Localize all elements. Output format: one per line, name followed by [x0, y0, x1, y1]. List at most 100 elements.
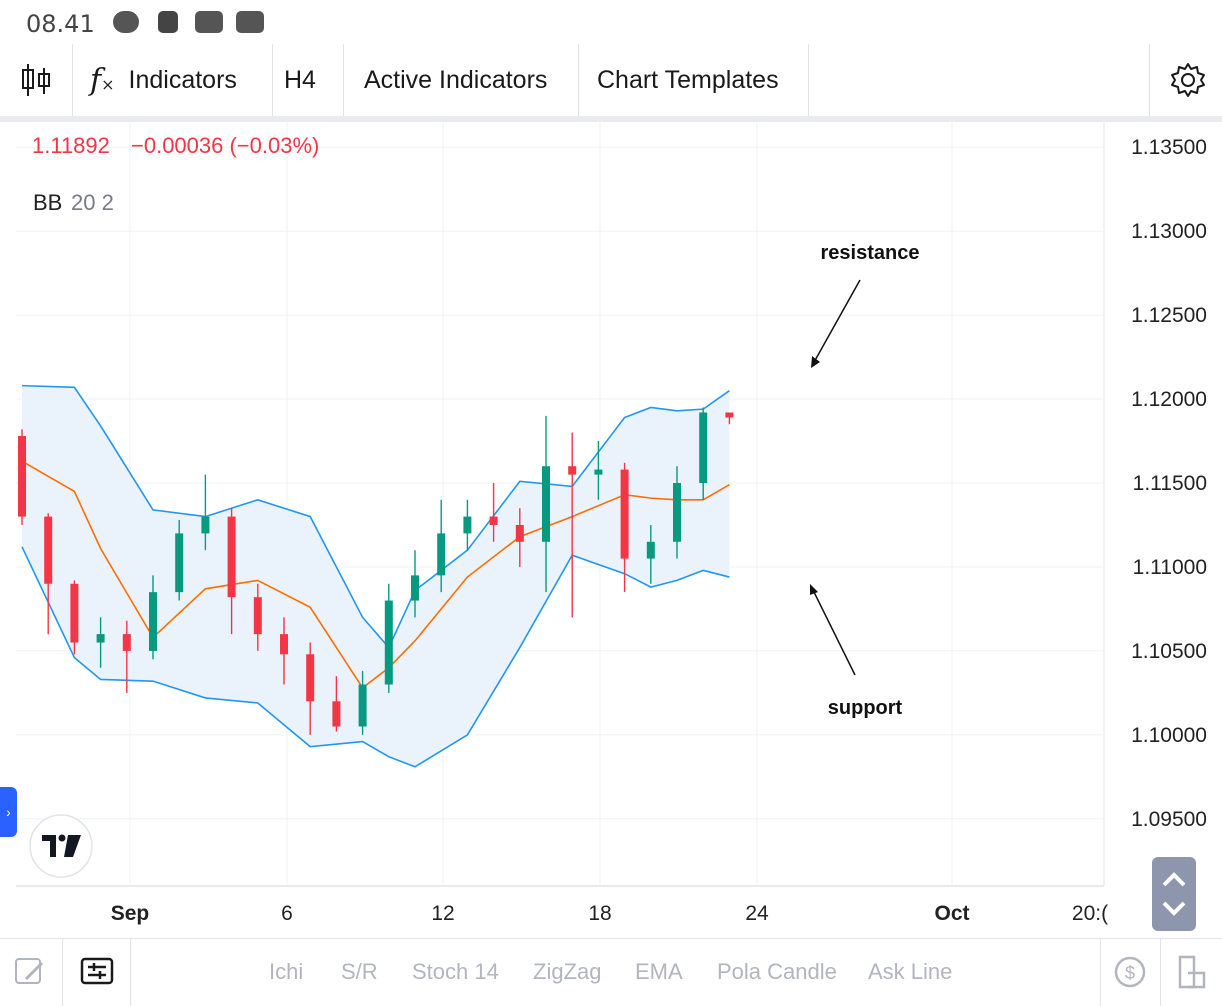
layout-icon[interactable]: [80, 955, 114, 989]
y-tick-label: 1.11000: [1133, 556, 1207, 579]
candle[interactable]: [44, 513, 53, 635]
indicators-button[interactable]: f× Indicators: [90, 44, 237, 116]
candle-body: [489, 516, 498, 525]
legend-indicator-params: 20 2: [71, 190, 114, 215]
resistance-arrowhead: [811, 356, 820, 368]
candle[interactable]: [411, 550, 419, 618]
candlestick-icon[interactable]: [18, 44, 54, 116]
candle[interactable]: [122, 620, 131, 693]
quick-indicator-pola-candle[interactable]: Pola Candle: [717, 959, 837, 984]
candle[interactable]: [18, 429, 26, 525]
resistance-label: resistance: [821, 242, 920, 264]
candle-body: [463, 516, 472, 534]
candle[interactable]: [620, 462, 629, 593]
active-indicators-button[interactable]: Active Indicators: [364, 65, 548, 94]
timeframe-button[interactable]: H4: [284, 65, 316, 94]
price-chart[interactable]: 1.13500 1.13000 1.12500 1.12000 1.11500 1.110…: [0, 122, 1222, 938]
chart-legend: 1.11892 −0.00036 (−0.03%) BB 20 2: [32, 133, 319, 215]
candle[interactable]: [358, 671, 367, 735]
candle[interactable]: [227, 508, 236, 635]
indicators-label: Indicators: [128, 65, 237, 94]
candle[interactable]: [489, 483, 498, 542]
candle[interactable]: [96, 617, 105, 668]
drawing-panel-toggle[interactable]: ›: [0, 787, 17, 837]
x-tick-label: Oct: [934, 902, 969, 925]
bb-basis-line: [21, 460, 730, 690]
candle[interactable]: [542, 415, 550, 593]
candle-body: [699, 412, 708, 484]
candle-body: [227, 516, 236, 598]
candle-body: [280, 634, 288, 655]
candle-body: [568, 466, 577, 475]
quick-indicator-zigzag[interactable]: ZigZag: [533, 959, 602, 984]
candle-body: [437, 533, 446, 576]
chevron-right-icon: ›: [6, 804, 11, 820]
candle[interactable]: [306, 642, 315, 735]
quick-indicator-ichi[interactable]: Ichi: [269, 959, 304, 984]
y-tick-label: 1.11500: [1133, 472, 1207, 495]
candle-body: [620, 469, 629, 559]
quick-indicator-stoch[interactable]: Stoch 14: [412, 959, 499, 984]
y-tick-label: 1.10000: [1131, 724, 1207, 747]
x-tick-label: 12: [431, 902, 454, 925]
candle-body: [594, 469, 603, 475]
sync-icon: [113, 11, 139, 33]
y-tick-label: 1.13000: [1131, 220, 1207, 243]
x-tick-label: 6: [281, 902, 293, 925]
bookmark-icon[interactable]: [1174, 953, 1210, 991]
x-tick-label: 18: [588, 902, 611, 925]
candle[interactable]: [332, 676, 341, 732]
candle[interactable]: [673, 466, 681, 559]
tradingview-logo[interactable]: [29, 814, 93, 878]
bottom-bar: Ichi S/R Stoch 14 ZigZag EMA Pola Candle…: [0, 938, 1222, 1006]
candle[interactable]: [175, 519, 184, 601]
candle-body: [725, 412, 734, 418]
candle[interactable]: [437, 499, 446, 593]
candle[interactable]: [149, 575, 157, 660]
chart-templates-button[interactable]: Chart Templates: [597, 65, 779, 94]
x-tick-label: Sep: [111, 902, 150, 925]
candle-body: [673, 483, 681, 542]
candle[interactable]: [201, 474, 210, 551]
bb-upper-line: [21, 384, 730, 650]
candle[interactable]: [568, 432, 577, 618]
candle[interactable]: [725, 412, 734, 425]
quick-indicator-ask-line[interactable]: Ask Line: [868, 959, 953, 984]
candle-body: [18, 435, 26, 517]
support-arrowhead: [810, 584, 818, 595]
scroll-toggle-button[interactable]: [1152, 857, 1196, 931]
candle[interactable]: [463, 499, 472, 551]
candle[interactable]: [70, 580, 79, 655]
candle-body: [201, 516, 210, 534]
candle[interactable]: [384, 583, 393, 693]
candle-body: [96, 634, 105, 643]
support-label: support: [828, 697, 903, 719]
candle[interactable]: [280, 617, 288, 685]
candle[interactable]: [253, 583, 262, 651]
candle-body: [358, 684, 367, 727]
candle[interactable]: [646, 524, 655, 584]
function-icon: f×: [90, 62, 115, 98]
refresh-currency-icon[interactable]: $: [1111, 953, 1149, 991]
toolbar-divider: [0, 116, 1222, 122]
resistance-arrow: [812, 279, 861, 365]
support-arrow: [811, 587, 856, 676]
candle-body: [70, 583, 79, 643]
candle-body: [332, 701, 341, 727]
y-tick-label: 1.13500: [1131, 136, 1207, 159]
candle-body: [515, 524, 524, 542]
candle-body: [384, 600, 393, 685]
candle[interactable]: [515, 508, 524, 567]
quick-indicator-ema[interactable]: EMA: [635, 959, 683, 984]
quick-indicator-sr[interactable]: S/R: [341, 959, 378, 984]
svg-text:$: $: [1125, 963, 1135, 983]
y-tick-label: 1.09500: [1131, 808, 1207, 831]
candle[interactable]: [699, 407, 708, 500]
brush-icon[interactable]: [12, 953, 48, 989]
a-badge-icon: [158, 11, 178, 33]
chart-area[interactable]: 1.13500 1.13000 1.12500 1.12000 1.11500 1.110…: [0, 122, 1222, 938]
youtube-icon: [236, 11, 264, 33]
legend-indicator-name[interactable]: BB: [33, 190, 62, 215]
candle[interactable]: [594, 441, 603, 500]
gear-icon[interactable]: [1168, 44, 1208, 116]
